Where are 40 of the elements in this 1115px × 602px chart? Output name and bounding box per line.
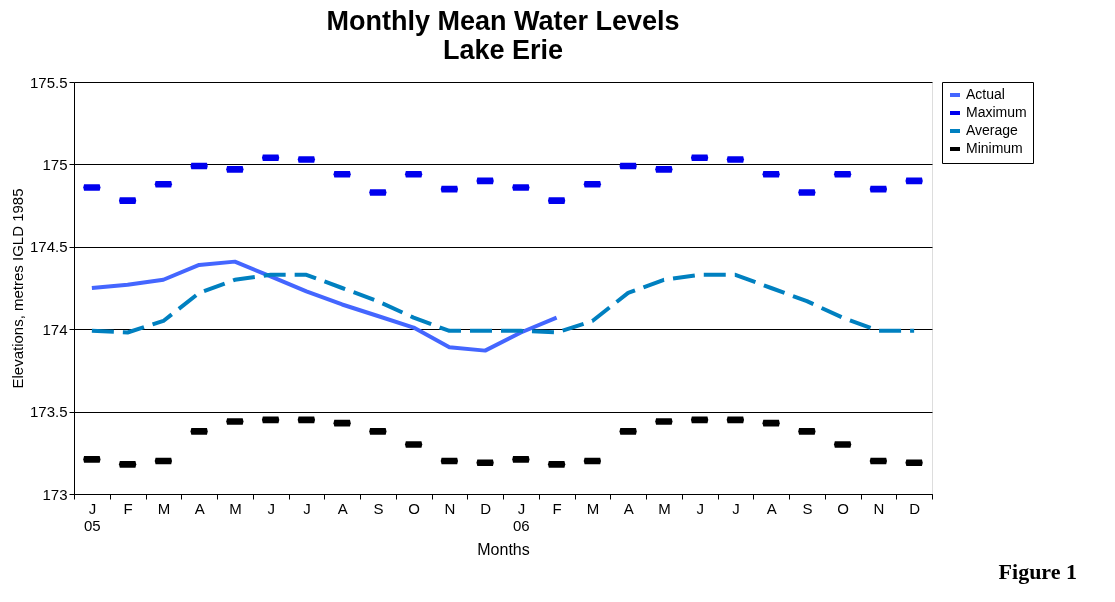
x-tick-label: D	[909, 499, 921, 517]
legend-label: Maximum	[966, 104, 1027, 120]
x-tick-label: N	[873, 499, 885, 517]
x-tick-label: J	[732, 499, 740, 517]
x-tick-label: A	[337, 499, 348, 517]
x-tick-label: S	[373, 499, 384, 517]
x-tick-label: J	[696, 499, 704, 517]
x-tick-label: J	[303, 499, 311, 517]
x-tick-label: A	[623, 499, 634, 517]
x-tick-label: N	[444, 499, 456, 517]
y-tick-label: 174.5	[29, 238, 68, 256]
y-tick-label: 174	[42, 320, 68, 338]
y-tick-label: 175	[42, 155, 68, 173]
x-tick-label: J 05	[84, 499, 101, 534]
y-tick-label: 173.5	[29, 403, 68, 421]
x-tick-label: A	[194, 499, 205, 517]
x-tick-label: O	[408, 499, 420, 517]
legend-label: Average	[966, 122, 1019, 138]
x-tick-label: A	[766, 499, 777, 517]
x-tick-label: S	[802, 499, 813, 517]
x-tick-label: J	[267, 499, 275, 517]
y-tick-label: 175.5	[29, 73, 68, 91]
x-tick-label: D	[480, 499, 492, 517]
caption: Figure 1	[998, 559, 1077, 584]
x-tick-label: M	[157, 499, 171, 517]
x-tick-label: F	[552, 499, 562, 517]
x-tick-label: F	[123, 499, 133, 517]
x-tick-label: O	[837, 499, 849, 517]
line-series	[89, 259, 559, 353]
y-axis-title: Elevations, metres IGLD 1985	[8, 188, 26, 389]
x-axis-title: Months	[477, 540, 530, 558]
legend-label: Minimum	[966, 140, 1023, 156]
legend-label: Actual	[966, 86, 1005, 102]
x-tick-label: M	[586, 499, 600, 517]
chart-title: Monthly Mean Water Levels Lake Erie	[326, 6, 680, 65]
x-tick-label: J 06	[513, 499, 530, 534]
x-tick-label: M	[229, 499, 242, 517]
line-series	[89, 272, 917, 335]
y-tick-label: 173	[42, 485, 68, 503]
x-tick-label: M	[658, 499, 671, 517]
